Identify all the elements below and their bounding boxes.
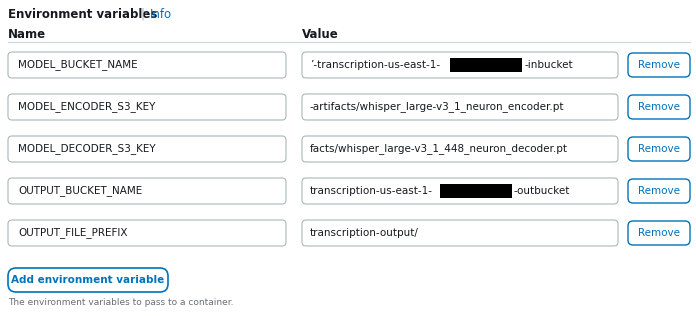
Bar <box>450 58 523 72</box>
Text: MODEL_BUCKET_NAME: MODEL_BUCKET_NAME <box>18 59 138 70</box>
FancyBboxPatch shape <box>8 52 286 78</box>
Text: OUTPUT_BUCKET_NAME: OUTPUT_BUCKET_NAME <box>18 185 142 197</box>
Text: -outbucket: -outbucket <box>514 186 570 196</box>
Text: transcription-us-east-1-: transcription-us-east-1- <box>310 186 433 196</box>
Text: Name: Name <box>8 28 46 41</box>
Bar <box>440 184 512 198</box>
FancyBboxPatch shape <box>8 178 286 204</box>
FancyBboxPatch shape <box>302 178 618 204</box>
Text: MODEL_DECODER_S3_KEY: MODEL_DECODER_S3_KEY <box>18 143 156 155</box>
FancyBboxPatch shape <box>302 52 618 78</box>
FancyBboxPatch shape <box>8 268 168 292</box>
Text: Remove: Remove <box>638 144 680 154</box>
Text: transcription-output/: transcription-output/ <box>310 228 419 238</box>
Text: -artifacts/whisper_large-v3_1_neuron_encoder.pt: -artifacts/whisper_large-v3_1_neuron_enc… <box>310 101 564 112</box>
Text: -inbucket: -inbucket <box>524 60 573 70</box>
Text: The environment variables to pass to a container.: The environment variables to pass to a c… <box>8 298 233 307</box>
FancyBboxPatch shape <box>302 94 618 120</box>
Text: Remove: Remove <box>638 102 680 112</box>
FancyBboxPatch shape <box>628 95 690 119</box>
FancyBboxPatch shape <box>628 221 690 245</box>
Text: Remove: Remove <box>638 228 680 238</box>
Text: Add environment variable: Add environment variable <box>11 275 165 285</box>
Text: Value: Value <box>302 28 339 41</box>
Text: |: | <box>140 8 144 21</box>
Text: Remove: Remove <box>638 60 680 70</box>
FancyBboxPatch shape <box>628 179 690 203</box>
Text: OUTPUT_FILE_PREFIX: OUTPUT_FILE_PREFIX <box>18 228 127 239</box>
Text: Info: Info <box>150 8 172 21</box>
FancyBboxPatch shape <box>8 220 286 246</box>
FancyBboxPatch shape <box>8 94 286 120</box>
FancyBboxPatch shape <box>302 220 618 246</box>
FancyBboxPatch shape <box>8 136 286 162</box>
Text: MODEL_ENCODER_S3_KEY: MODEL_ENCODER_S3_KEY <box>18 101 155 112</box>
Text: ’-transcription-us-east-1-: ’-transcription-us-east-1- <box>310 60 440 70</box>
FancyBboxPatch shape <box>628 53 690 77</box>
FancyBboxPatch shape <box>628 137 690 161</box>
FancyBboxPatch shape <box>302 136 618 162</box>
Text: Environment variables: Environment variables <box>8 8 157 21</box>
Text: facts/whisper_large-v3_1_448_neuron_decoder.pt: facts/whisper_large-v3_1_448_neuron_deco… <box>310 143 568 155</box>
Text: Remove: Remove <box>638 186 680 196</box>
